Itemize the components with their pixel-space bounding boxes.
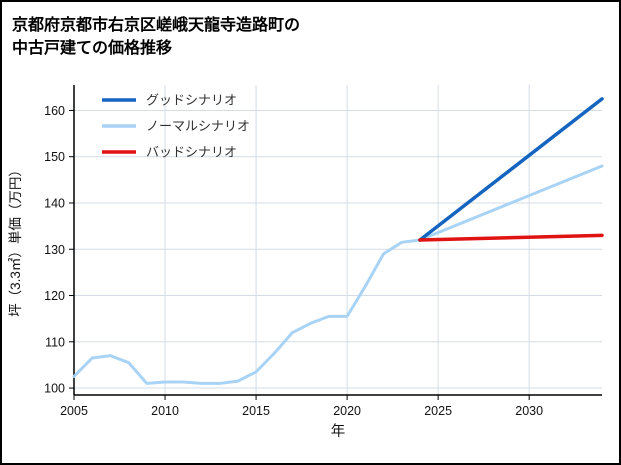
series-line-good-scenario [418, 97, 604, 243]
price-trend-line-chart: 2005 2010 2015 2020 2025 2030 100 110 120 130 140 1… [8, 85, 604, 440]
y-tick-label: 110 [45, 336, 65, 350]
x-tick-label: 2030 [515, 404, 543, 418]
x-tick-label: 2020 [333, 404, 361, 418]
chart-title: 京都府京都市右京区嵯峨天龍寺造路町の 中古戸建ての価格推移 [12, 14, 619, 60]
y-tick-label: 140 [44, 197, 65, 211]
x-axis-label: 年 [331, 423, 346, 440]
x-tick-label: 2005 [60, 404, 88, 418]
chart-title-line2: 中古戸建ての価格推移 [12, 40, 173, 58]
y-tick-label: 160 [44, 104, 65, 118]
x-tick-label: 2010 [151, 404, 179, 418]
series-line-normal-scenario [72, 164, 604, 386]
x-tick-label: 2025 [424, 404, 452, 418]
chart-title-line1: 京都府京都市右京区嵯峨天龍寺造路町の [12, 17, 301, 34]
legend-label-bad-scenario: バッドシナリオ [146, 145, 237, 160]
y-tick-label: 130 [44, 243, 65, 257]
y-tick-label: 100 [44, 382, 65, 396]
y-axis-label: 坪（3.3㎡）単価（万円） [8, 163, 23, 317]
legend-label-good-scenario: グッドシナリオ [146, 93, 237, 108]
x-tick-label: 2015 [242, 404, 270, 418]
y-tick-label: 120 [44, 289, 65, 303]
series-line-bad-scenario [418, 233, 604, 243]
y-tick-label: 150 [44, 151, 65, 165]
legend-label-normal-scenario: ノーマルシナリオ [146, 119, 250, 134]
